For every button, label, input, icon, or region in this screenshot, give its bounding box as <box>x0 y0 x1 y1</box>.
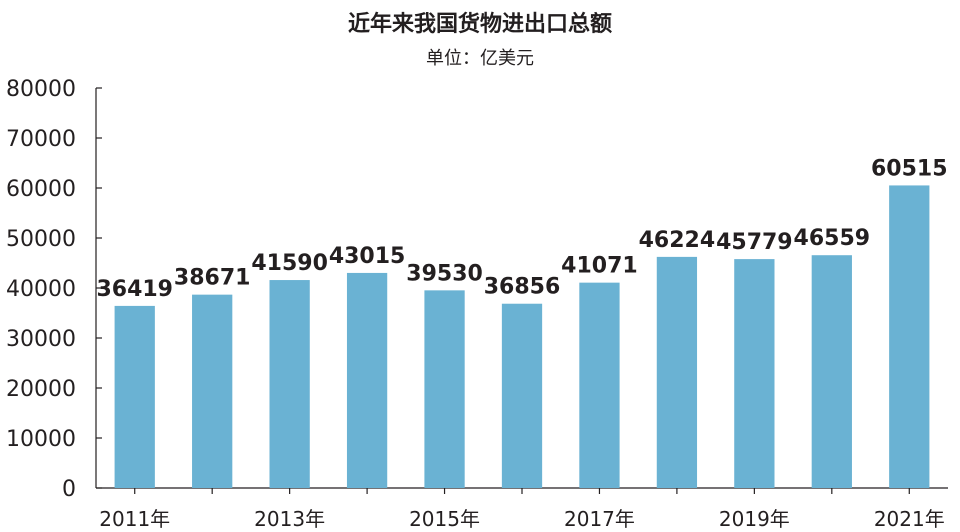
bar <box>424 290 465 488</box>
x-axis: 2011年 2013年 2015年 2017年 2019年 2021年 <box>99 488 945 531</box>
y-tick-label: 80000 <box>6 77 76 102</box>
bar <box>579 282 620 488</box>
bar <box>656 256 698 488</box>
data-label: 36856 <box>484 275 561 300</box>
x-tick-label: 2011年 <box>99 507 170 531</box>
bar <box>114 305 155 488</box>
data-label: 41071 <box>561 254 638 279</box>
y-axis: 0 10000 20000 30000 40000 50000 60000 70000 8000… <box>6 77 948 502</box>
chart-title: 近年来我国货物进出口总额 <box>347 12 612 37</box>
x-tick-label: 2017年 <box>564 507 635 531</box>
data-label: 39530 <box>406 261 483 286</box>
bar <box>889 185 930 489</box>
x-tick-label: 2019年 <box>719 507 790 531</box>
y-tick-label: 40000 <box>6 277 76 302</box>
data-label: 45779 <box>716 230 793 255</box>
x-tick-label: 2021年 <box>874 507 945 531</box>
y-tick-label: 0 <box>62 477 76 502</box>
data-label: 46559 <box>794 226 871 251</box>
y-tick-label: 60000 <box>6 177 76 202</box>
data-label: 36419 <box>96 277 173 302</box>
bar <box>192 294 233 488</box>
y-tick-label: 10000 <box>6 427 76 452</box>
y-tick-label: 20000 <box>6 377 76 402</box>
data-label: 60515 <box>871 156 948 181</box>
bar <box>346 272 388 488</box>
bar <box>501 303 543 488</box>
bar <box>269 280 310 488</box>
data-label: 41590 <box>251 251 328 276</box>
y-tick-label: 50000 <box>6 227 76 252</box>
y-tick-label: 30000 <box>6 327 76 352</box>
data-label: 46224 <box>639 228 716 253</box>
bars <box>114 185 930 489</box>
bar <box>811 255 852 488</box>
data-label: 43015 <box>329 244 406 269</box>
x-tick-label: 2013年 <box>254 507 325 531</box>
bar <box>734 259 775 488</box>
chart-subtitle: 单位：亿美元 <box>426 48 534 69</box>
x-tick-label: 2015年 <box>409 507 480 531</box>
data-label: 38671 <box>174 266 251 291</box>
y-tick-label: 70000 <box>6 127 76 152</box>
